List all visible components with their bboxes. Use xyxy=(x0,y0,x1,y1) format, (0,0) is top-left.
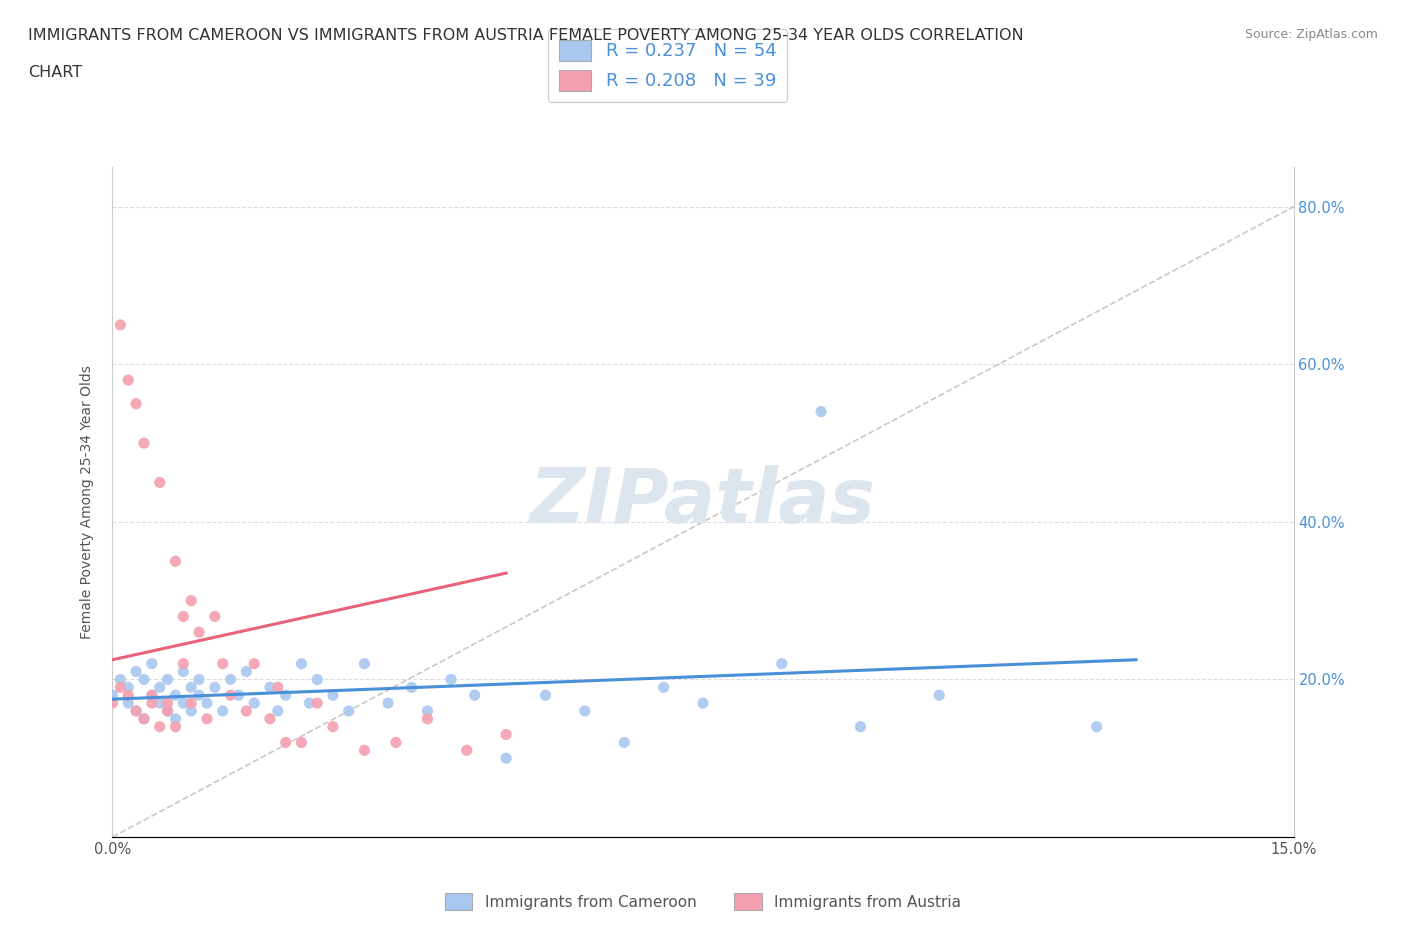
Point xyxy=(110,680,132,695)
Point xyxy=(456,743,478,758)
Text: IMMIGRANTS FROM CAMEROON VS IMMIGRANTS FROM AUSTRIA FEMALE POVERTY AMONG 25-34 Y: IMMIGRANTS FROM CAMEROON VS IMMIGRANTS F… xyxy=(28,28,1024,43)
Point xyxy=(156,672,179,687)
Point xyxy=(204,609,226,624)
Point xyxy=(132,711,155,726)
Point xyxy=(195,711,218,726)
Point xyxy=(132,672,155,687)
Point xyxy=(165,554,187,569)
Text: ZIPatlas: ZIPatlas xyxy=(530,465,876,539)
Point xyxy=(259,680,281,695)
Point xyxy=(337,703,360,718)
Point xyxy=(534,688,557,703)
Point xyxy=(149,719,172,734)
Point xyxy=(149,475,172,490)
Point xyxy=(307,696,329,711)
Point xyxy=(141,688,163,703)
Point xyxy=(267,703,290,718)
Point xyxy=(613,735,636,750)
Point xyxy=(353,743,375,758)
Point xyxy=(125,664,148,679)
Legend: Immigrants from Cameroon, Immigrants from Austria: Immigrants from Cameroon, Immigrants fro… xyxy=(439,886,967,916)
Point xyxy=(290,735,312,750)
Point xyxy=(377,696,399,711)
Point xyxy=(652,680,675,695)
Point xyxy=(416,703,439,718)
Point xyxy=(165,719,187,734)
Point xyxy=(290,657,312,671)
Point xyxy=(180,703,202,718)
Point xyxy=(188,688,211,703)
Point xyxy=(692,696,714,711)
Point xyxy=(1085,719,1108,734)
Point xyxy=(101,696,124,711)
Point xyxy=(495,727,517,742)
Point xyxy=(298,696,321,711)
Point xyxy=(810,405,832,419)
Point xyxy=(172,696,194,711)
Point xyxy=(267,680,290,695)
Y-axis label: Female Poverty Among 25-34 Year Olds: Female Poverty Among 25-34 Year Olds xyxy=(80,365,94,639)
Point xyxy=(165,711,187,726)
Point xyxy=(110,317,132,332)
Point xyxy=(180,593,202,608)
Point xyxy=(416,711,439,726)
Point xyxy=(243,657,266,671)
Point xyxy=(117,688,139,703)
Point xyxy=(235,664,257,679)
Point xyxy=(125,396,148,411)
Point xyxy=(574,703,596,718)
Point xyxy=(180,696,202,711)
Point xyxy=(849,719,872,734)
Point xyxy=(110,672,132,687)
Point xyxy=(322,719,344,734)
Point xyxy=(228,688,250,703)
Point xyxy=(401,680,423,695)
Point xyxy=(385,735,408,750)
Point xyxy=(125,703,148,718)
Point xyxy=(274,688,297,703)
Point xyxy=(117,696,139,711)
Text: CHART: CHART xyxy=(28,65,82,80)
Point xyxy=(353,657,375,671)
Point xyxy=(219,672,242,687)
Point xyxy=(149,680,172,695)
Point xyxy=(156,703,179,718)
Point xyxy=(235,703,257,718)
Point xyxy=(172,609,194,624)
Point xyxy=(156,696,179,711)
Point xyxy=(156,703,179,718)
Point xyxy=(770,657,793,671)
Point xyxy=(322,688,344,703)
Point xyxy=(165,688,187,703)
Point xyxy=(243,696,266,711)
Point xyxy=(141,688,163,703)
Point xyxy=(307,672,329,687)
Point xyxy=(928,688,950,703)
Point xyxy=(211,703,233,718)
Point xyxy=(188,625,211,640)
Text: Source: ZipAtlas.com: Source: ZipAtlas.com xyxy=(1244,28,1378,41)
Point xyxy=(141,657,163,671)
Point xyxy=(495,751,517,765)
Point xyxy=(464,688,486,703)
Point xyxy=(101,688,124,703)
Point xyxy=(172,664,194,679)
Point xyxy=(204,680,226,695)
Point xyxy=(141,696,163,711)
Point xyxy=(149,696,172,711)
Point xyxy=(211,657,233,671)
Point xyxy=(117,373,139,388)
Point xyxy=(188,672,211,687)
Point xyxy=(440,672,463,687)
Point xyxy=(259,711,281,726)
Point xyxy=(219,688,242,703)
Point xyxy=(195,696,218,711)
Point xyxy=(125,703,148,718)
Point xyxy=(274,735,297,750)
Point xyxy=(180,680,202,695)
Point xyxy=(132,711,155,726)
Point xyxy=(172,657,194,671)
Point xyxy=(117,680,139,695)
Point xyxy=(132,435,155,450)
